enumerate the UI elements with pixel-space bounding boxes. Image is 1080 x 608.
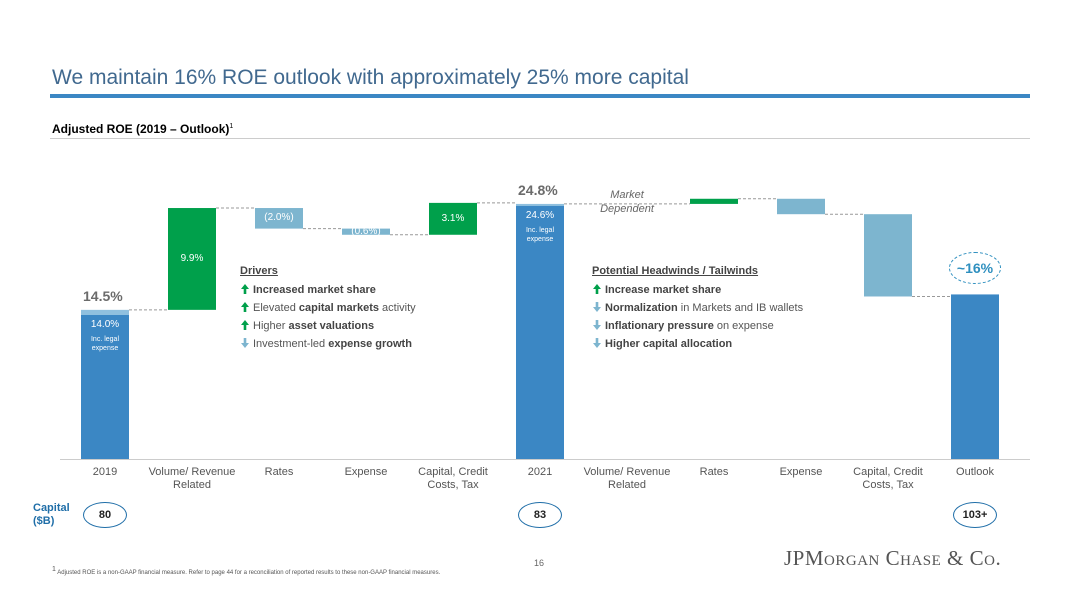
arrow: [593, 302, 601, 312]
change-label: 3.1%: [441, 212, 465, 224]
bar-inner: [81, 315, 129, 459]
total-label: 24.8%: [518, 181, 558, 198]
slide-title: We maintain 16% ROE outlook with approxi…: [52, 66, 689, 89]
change-label: 9.9%: [180, 252, 204, 264]
driver-item: Increase market share: [592, 283, 721, 296]
bar: [168, 208, 216, 310]
inner-note: Inc. legal expense: [90, 336, 120, 352]
x-tick-label: Capital, Credit Costs, Tax: [853, 466, 923, 491]
item-text: Higher: [253, 320, 289, 332]
arrow: [593, 320, 601, 330]
arrow: [241, 338, 249, 348]
x-tick-label: Capital, Credit Costs, Tax: [418, 466, 488, 491]
item-text: capital markets: [298, 302, 379, 314]
x-tick-label: Expense: [779, 466, 823, 478]
driver-item: Higher capital allocation: [592, 337, 732, 350]
chart-title: Adjusted ROE (2019 – Outlook)1: [52, 122, 233, 136]
arrow: [241, 284, 249, 294]
inner-label: 24.6%: [525, 209, 555, 221]
item-text: Increased market share: [253, 284, 376, 296]
driver-item: Elevated capital markets activity: [240, 301, 416, 314]
driver-item: Increased market share: [240, 283, 376, 296]
chart-title-text: Adjusted ROE (2019 – Outlook): [52, 122, 230, 136]
bar: [777, 198, 825, 215]
x-tick-label: Rates: [264, 466, 294, 478]
x-tick-label: Rates: [699, 466, 729, 478]
x-tick-label: 2021: [527, 466, 553, 478]
bar: [342, 228, 390, 235]
capital-value: 83: [518, 502, 562, 528]
item-text: Higher capital allocation: [605, 338, 733, 350]
x-tick-label: Expense: [344, 466, 388, 478]
item-text: Increase market share: [605, 284, 722, 296]
footnote-mark: 1: [52, 566, 56, 573]
inner-label: 14.0%: [90, 319, 120, 330]
inner-note: Inc. legal expense: [525, 226, 555, 243]
bar: [429, 202, 477, 235]
arrow: [241, 320, 249, 330]
x-tick-label: Outlook: [956, 466, 994, 478]
footnote-ref: 1: [229, 123, 234, 130]
outlook-label: ~16%: [949, 252, 1001, 285]
arrow: [241, 302, 249, 312]
page-number: 16: [534, 558, 545, 568]
bar-inner: [516, 205, 564, 459]
item-text: on expense: [713, 320, 774, 332]
driver-item: Inflationary pressure on expense: [592, 319, 774, 332]
annotation: Market Dependent: [600, 189, 654, 215]
footnote: 1 Adjusted ROE is a non-GAAP financial m…: [52, 566, 440, 576]
x-tick-label: Volume/ Revenue Related: [148, 466, 236, 491]
capital-value: 80: [83, 502, 127, 528]
x-tick-label: Volume/ Revenue Related: [583, 466, 671, 491]
item-text: Normalization: [605, 302, 678, 314]
driver-item: Investment-led expense growth: [240, 337, 412, 350]
capital-label: Capital ($B): [33, 502, 70, 527]
total-label: 14.5%: [83, 287, 123, 304]
bar: [951, 294, 999, 459]
change-label: (2.0%): [264, 212, 294, 224]
item-text: Investment-led: [253, 338, 329, 350]
item-text: Elevated: [253, 302, 299, 314]
footnote-text: Adjusted ROE is a non-GAAP financial mea…: [57, 570, 441, 576]
box-title: Potential Headwinds / Tailwinds: [592, 265, 759, 277]
title-rule: [50, 94, 1030, 98]
item-text: activity: [378, 302, 416, 314]
x-tick-label: 2019: [92, 466, 118, 478]
item-text: Inflationary pressure: [605, 320, 714, 332]
capital-value: 103+: [953, 502, 997, 528]
change-label: (0.6%): [351, 225, 381, 237]
bar: [864, 214, 912, 297]
bar: [255, 208, 303, 229]
item-text: asset valuations: [288, 320, 375, 332]
box-title: Drivers: [240, 265, 278, 277]
item-text: expense growth: [328, 338, 412, 350]
bar: [690, 198, 738, 204]
logo: JPMorgan Chase & Co.: [784, 546, 1002, 570]
arrow: [593, 338, 601, 348]
arrow: [593, 284, 601, 294]
item-text: in Markets and IB wallets: [677, 302, 804, 314]
driver-item: Higher asset valuations: [240, 319, 374, 332]
driver-item: Normalization in Markets and IB wallets: [592, 301, 803, 314]
